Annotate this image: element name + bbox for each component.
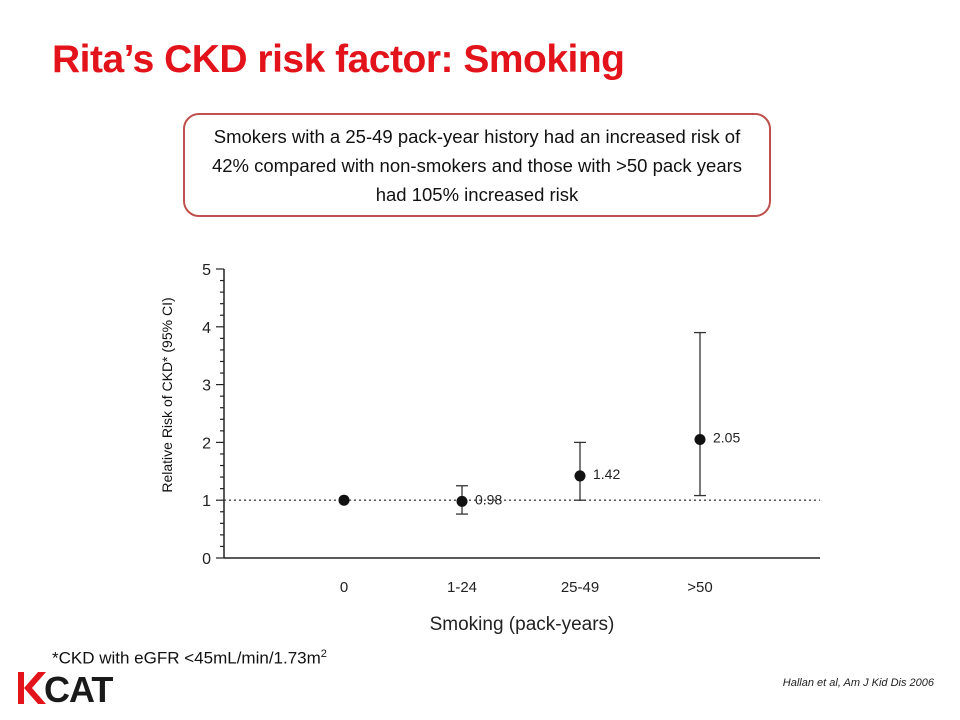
callout-text: Smokers with a 25-49 pack-year history h…	[211, 125, 743, 205]
footnote-superscript: 2	[320, 648, 327, 660]
footnote-text: *CKD with eGFR <45mL/min/1.73m	[52, 648, 321, 668]
y-tick-label: 1	[202, 493, 211, 510]
y-tick-label: 5	[202, 262, 211, 279]
x-tick-label: >50	[687, 579, 712, 596]
svg-text:CAT: CAT	[44, 670, 113, 706]
y-tick-label: 4	[202, 320, 211, 337]
y-tick-label: 0	[202, 551, 211, 568]
footnote: *CKD with eGFR <45mL/min/1.73m2	[52, 648, 327, 669]
slide-title: Rita’s CKD risk factor: Smoking	[52, 38, 625, 81]
chart-marks: 0.98 1.42 2.05	[338, 331, 740, 515]
y-axis-label: Relative Risk of CKD* (95% CI)	[159, 297, 175, 492]
y-tick-label: 2	[202, 435, 211, 452]
x-axis-label: Smoking (pack-years)	[430, 614, 615, 635]
callout-box: Smokers with a 25-49 pack-year history h…	[183, 113, 771, 217]
y-tick-label: 3	[202, 378, 211, 395]
citation: Hallan et al, Am J Kid Dis 2006	[782, 677, 934, 689]
chart-axes: 0 1 2 3 4 5 0 1-24 25-49 >50	[202, 262, 820, 596]
data-point	[338, 494, 350, 506]
data-label: 0.98	[475, 491, 502, 507]
x-tick-label: 1-24	[447, 579, 477, 596]
data-label: 1.42	[593, 466, 620, 482]
data-point	[574, 470, 586, 482]
data-point	[694, 434, 706, 446]
x-tick-label: 0	[340, 579, 348, 596]
kcat-logo: CAT	[18, 670, 114, 706]
x-tick-label: 25-49	[561, 579, 599, 596]
data-label: 2.05	[713, 430, 740, 446]
data-point	[456, 495, 468, 507]
